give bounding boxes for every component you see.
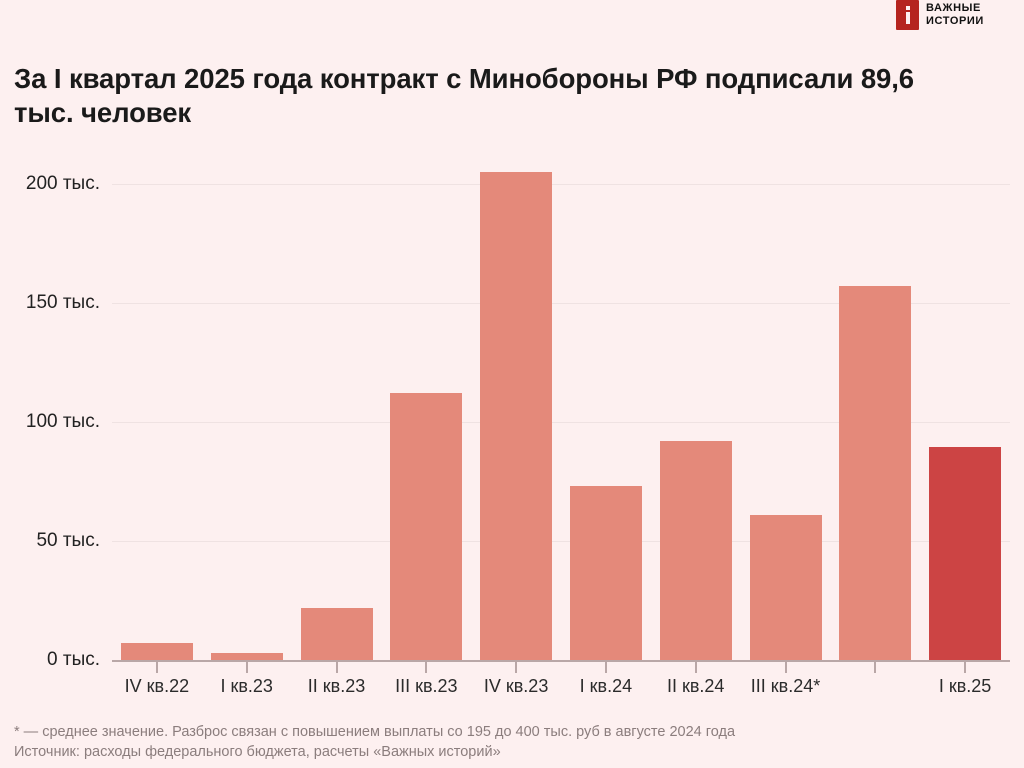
bar[interactable]	[390, 393, 463, 660]
x-axis-tick-mark	[155, 662, 158, 673]
x-axis-tick-label: I кв.25	[938, 676, 992, 696]
gridline	[112, 421, 1010, 423]
y-axis-labels: 0 тыс. 50 тыс. 100 тыс. 150 тыс. 200 тыс.	[0, 160, 100, 670]
bar[interactable]	[749, 514, 822, 660]
bar-chart: 0 тыс. 50 тыс. 100 тыс. 150 тыс. 200 тыс. IV…	[0, 160, 1024, 705]
x-axis-tick-label: III кв.23	[395, 676, 458, 696]
x-axis-tick-mark	[425, 662, 428, 673]
gridline	[112, 540, 1010, 542]
logo-wordmark-line1: Важные	[926, 2, 981, 14]
y-axis-tick-label: 100 тыс.	[25, 410, 100, 432]
x-axis-tick-mark	[964, 662, 967, 673]
x-axis-tick-label: I кв.23	[220, 676, 273, 696]
bar[interactable]	[929, 446, 1002, 660]
bar[interactable]	[659, 440, 732, 660]
x-axis-line	[112, 660, 1010, 662]
y-axis-tick-label: 50 тыс.	[36, 529, 100, 551]
page-title: За I квартал 2025 года контракт с Минобо…	[14, 63, 914, 129]
x-axis-tick-label: II кв.23	[307, 676, 366, 696]
x-axis-tick-mark	[874, 662, 877, 673]
y-axis-tick-label: 200 тыс.	[25, 172, 100, 194]
bar[interactable]	[120, 643, 193, 660]
bar[interactable]	[300, 607, 373, 660]
bar[interactable]	[839, 286, 912, 660]
x-axis-tick-mark	[335, 662, 338, 673]
gridline	[112, 183, 1010, 185]
logo-wordmark: Важные Истории	[926, 2, 984, 28]
x-axis-tick-mark	[784, 662, 787, 673]
footnote-asterisk: * — среднее значение. Разброс связан с п…	[14, 724, 736, 740]
x-axis-tick-mark	[515, 662, 518, 673]
bar[interactable]	[569, 486, 642, 660]
x-axis-tick-mark	[694, 662, 697, 673]
y-axis-tick-label: 0 тыс.	[47, 649, 100, 670]
x-axis-tick-label: IV кв.23	[483, 676, 549, 696]
bar[interactable]	[480, 171, 553, 660]
x-axis-tick-label: II кв.24	[666, 676, 725, 696]
publisher-logo: Важные Истории	[896, 0, 1024, 30]
x-axis-tick-mark	[604, 662, 607, 673]
x-axis-tick-mark	[245, 662, 248, 673]
x-axis-tick-label: I кв.24	[579, 676, 633, 696]
x-axis-tick-label: III кв.24*	[750, 676, 821, 696]
footnote-source: Источник: расходы федерального бюджета, …	[14, 744, 501, 760]
y-axis-tick-label: 150 тыс.	[25, 291, 100, 313]
x-axis-tick-label: IV кв.22	[124, 676, 190, 696]
gridline	[112, 302, 1010, 304]
chart-footnotes: * — среднее значение. Разброс связан с п…	[14, 722, 1014, 762]
logo-wordmark-line2: Истории	[926, 15, 984, 27]
bar[interactable]	[210, 652, 283, 660]
info-i-mark-icon	[896, 0, 919, 30]
plot-area	[112, 160, 1010, 660]
